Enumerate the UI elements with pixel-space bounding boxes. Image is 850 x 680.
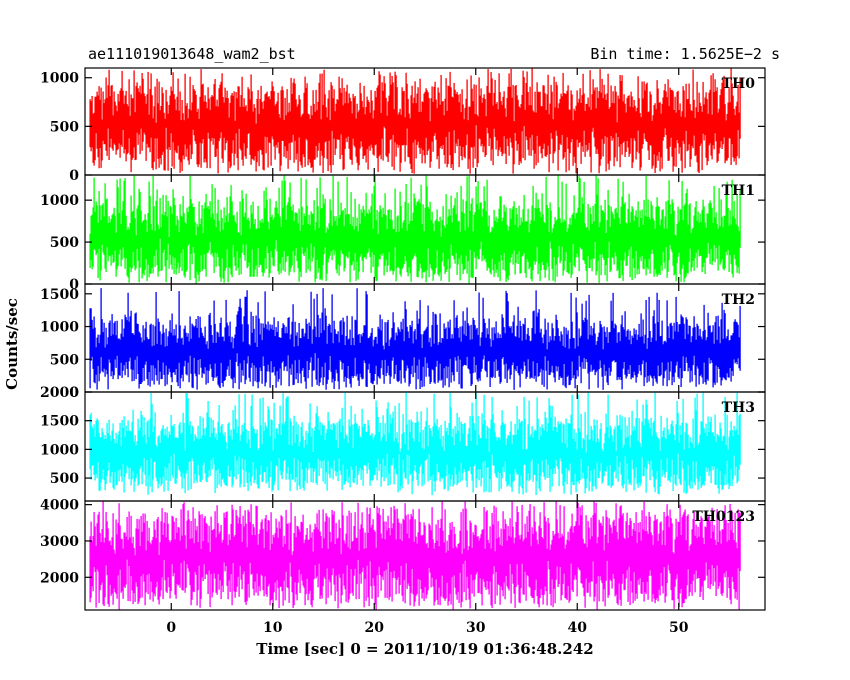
y-tick-label: 1500 [40, 287, 79, 303]
y-tick-label: 1000 [40, 320, 79, 336]
y-tick-label: 1500 [40, 414, 79, 430]
series-th2 [89, 288, 741, 390]
series-th0123 [89, 501, 741, 610]
x-axis-label: Time [sec] 0 = 2011/10/19 01:36:48.242 [256, 640, 593, 658]
series-th3 [89, 392, 741, 496]
y-tick-label: 0 [69, 168, 79, 184]
x-tick-label: 20 [365, 620, 385, 636]
y-tick-label: 3000 [40, 534, 79, 550]
y-tick-label: 1000 [40, 71, 79, 87]
series-th0 [89, 68, 741, 174]
x-tick-label: 10 [263, 620, 283, 636]
channel-label-th3: TH3 [722, 400, 755, 416]
bin-time-label: Bin time: 1.5625E−2 s [590, 45, 780, 63]
y-tick-label: 0 [69, 385, 79, 401]
y-tick-label: 500 [50, 471, 79, 487]
y-tick-label: 0 [69, 277, 79, 293]
x-tick-label: 0 [166, 620, 176, 636]
x-tick-label: 40 [567, 620, 587, 636]
y-tick-label: 1000 [40, 442, 79, 458]
y-tick-label: 2000 [40, 570, 79, 586]
channel-label-th0: TH0 [722, 76, 756, 92]
y-axis-label: Counts/sec [3, 298, 21, 390]
channel-label-th0123: TH0123 [692, 509, 755, 525]
y-tick-label: 500 [50, 352, 79, 368]
series-th1 [89, 175, 741, 284]
y-tick-label: 500 [50, 235, 79, 251]
x-tick-label: 50 [669, 620, 689, 636]
y-tick-label: 1000 [40, 193, 79, 209]
y-tick-label: 500 [50, 119, 79, 135]
y-tick-label: 4000 [40, 498, 79, 514]
panel-frame [84, 500, 766, 611]
y-tick-label: 2000 [40, 385, 79, 401]
plot-title: ae111019013648_wam2_bst [88, 45, 296, 63]
channel-label-th1: TH1 [722, 183, 755, 199]
x-tick-label: 30 [466, 620, 486, 636]
channel-label-th2: TH2 [722, 292, 755, 308]
